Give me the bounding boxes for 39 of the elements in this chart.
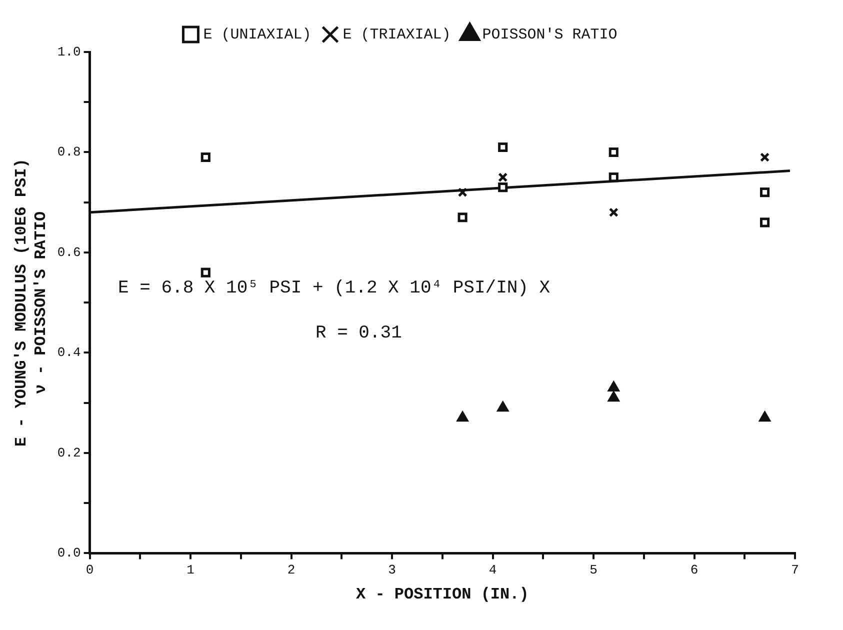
point — [760, 188, 770, 198]
legend-label: E (UNIAXIAL) — [203, 26, 312, 44]
point — [497, 402, 508, 412]
point — [498, 172, 508, 182]
x-tick-label: 7 — [791, 562, 799, 578]
x-tick-label: 6 — [690, 562, 698, 578]
point — [760, 218, 770, 228]
point — [458, 188, 468, 198]
point — [608, 392, 620, 402]
legend-label: POISSON'S RATIO — [482, 26, 618, 44]
y-tick-label: 0.8 — [57, 144, 81, 160]
point — [608, 208, 618, 218]
point — [200, 152, 210, 162]
x-tick-label: 0 — [86, 562, 94, 578]
point — [608, 172, 618, 182]
x-axis-title: X - POSITION (IN.) — [356, 585, 529, 604]
annotation: E = 6.8 X 10⁵ PSI + (1.2 X 10⁴ PSI/IN) X — [118, 278, 550, 298]
point — [458, 212, 468, 222]
x-tick-label: 1 — [186, 562, 195, 578]
point — [608, 147, 618, 158]
point — [456, 412, 468, 422]
y-tick-label: 0.0 — [57, 546, 81, 561]
y-tick-label: 0.4 — [57, 345, 81, 360]
x-tick-label: 5 — [590, 562, 598, 578]
point — [498, 182, 508, 192]
y-tick-label: 0.6 — [57, 244, 81, 260]
legend-label: E (TRIAXIAL) — [342, 26, 451, 44]
x-tick-label: 3 — [388, 562, 396, 578]
point — [200, 268, 210, 278]
x-tick-label: 2 — [287, 562, 296, 578]
point — [760, 152, 770, 162]
y-axis-title: E - YOUNG'S MODULUS (10E6 PSI) ν - POISSON'S RATIO — [12, 158, 50, 447]
annotation: R = 0.31 — [315, 323, 402, 344]
x-tick-label: 4 — [488, 562, 497, 578]
y-tick-label: 1.0 — [57, 44, 81, 60]
point — [759, 412, 770, 422]
point — [498, 142, 508, 152]
point — [608, 382, 620, 392]
y-tick-label: 0.2 — [57, 445, 81, 460]
